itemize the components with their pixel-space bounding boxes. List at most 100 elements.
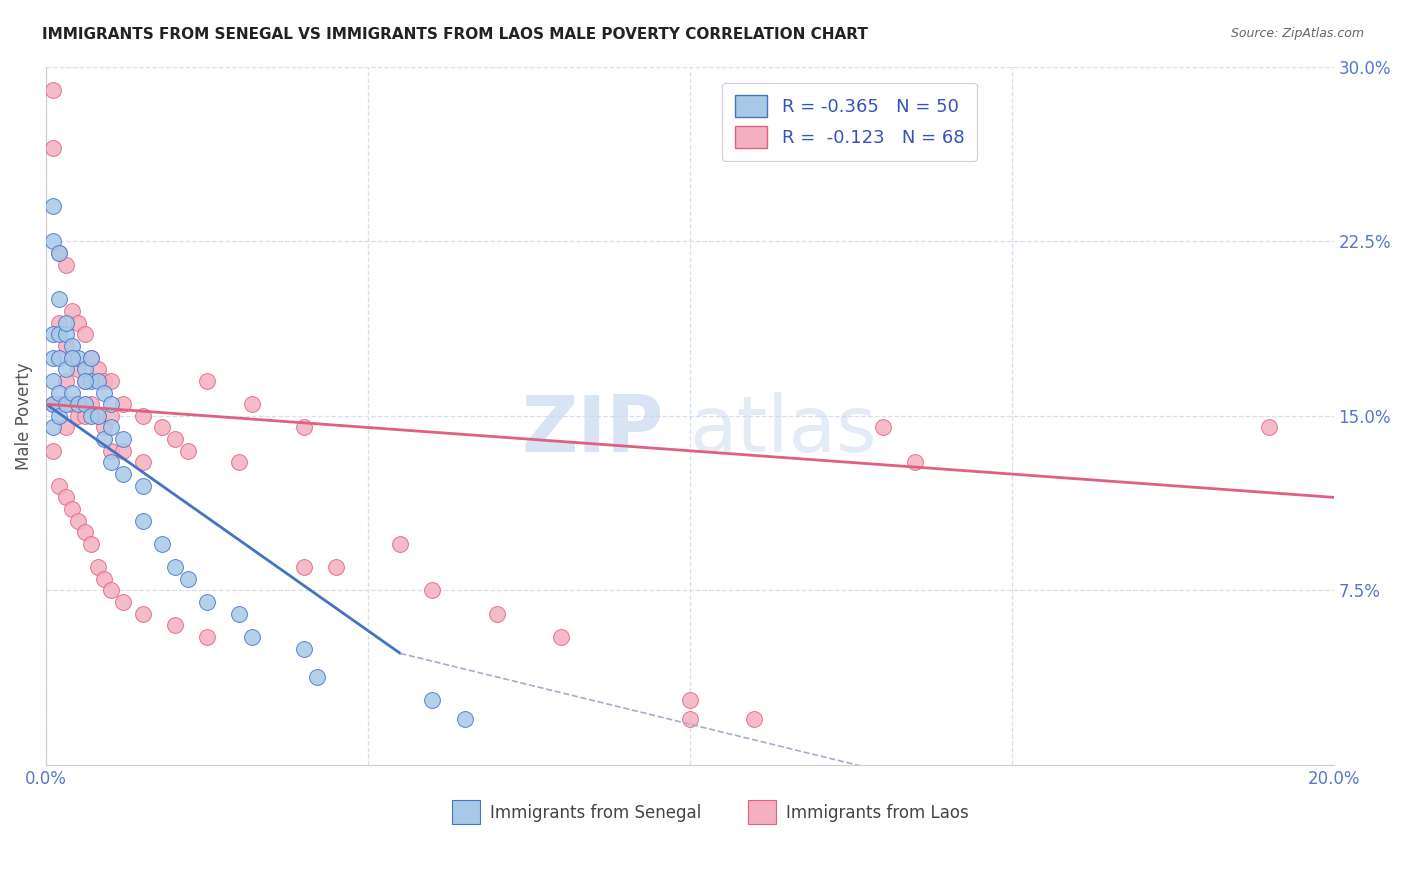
Point xyxy=(80,397,103,411)
Point xyxy=(93,385,115,400)
Point xyxy=(679,693,702,707)
Point xyxy=(60,304,83,318)
Point xyxy=(742,712,765,726)
Point xyxy=(67,409,90,423)
Point xyxy=(67,397,90,411)
Point xyxy=(48,479,70,493)
Point xyxy=(93,420,115,434)
Point xyxy=(73,374,96,388)
Point xyxy=(60,351,83,365)
Point xyxy=(422,583,444,598)
Point xyxy=(93,432,115,446)
Point xyxy=(195,595,218,609)
Point xyxy=(80,351,103,365)
Point xyxy=(60,385,83,400)
Point xyxy=(132,514,155,528)
Point xyxy=(55,362,77,376)
Point xyxy=(48,327,70,342)
Point xyxy=(60,339,83,353)
Point xyxy=(48,293,70,307)
Point xyxy=(112,443,135,458)
Point xyxy=(292,560,315,574)
Point xyxy=(60,397,83,411)
Point xyxy=(48,245,70,260)
Point xyxy=(132,409,155,423)
Point xyxy=(67,351,90,365)
Point xyxy=(228,455,250,469)
Point xyxy=(453,712,475,726)
Point xyxy=(73,409,96,423)
Point xyxy=(679,712,702,726)
Text: atlas: atlas xyxy=(690,392,877,467)
Point xyxy=(41,420,63,434)
Point xyxy=(422,693,444,707)
Point xyxy=(80,374,103,388)
Point xyxy=(41,397,63,411)
Point xyxy=(100,409,122,423)
Point xyxy=(132,455,155,469)
Point xyxy=(67,316,90,330)
Text: IMMIGRANTS FROM SENEGAL VS IMMIGRANTS FROM LAOS MALE POVERTY CORRELATION CHART: IMMIGRANTS FROM SENEGAL VS IMMIGRANTS FR… xyxy=(42,27,868,42)
Point xyxy=(112,467,135,481)
Point xyxy=(550,630,572,644)
Point xyxy=(48,351,70,365)
Point xyxy=(55,420,77,434)
Point xyxy=(163,560,186,574)
Point xyxy=(132,607,155,621)
Y-axis label: Male Poverty: Male Poverty xyxy=(15,362,32,470)
Point xyxy=(240,397,263,411)
Point xyxy=(55,327,77,342)
Point xyxy=(67,362,90,376)
Point xyxy=(872,420,894,434)
Point xyxy=(240,630,263,644)
Point xyxy=(67,514,90,528)
Point xyxy=(73,374,96,388)
Point xyxy=(904,455,927,469)
Point xyxy=(80,409,103,423)
Point xyxy=(100,583,122,598)
Point xyxy=(100,420,122,434)
Point xyxy=(80,351,103,365)
Point xyxy=(100,443,122,458)
Point xyxy=(195,630,218,644)
Point xyxy=(325,560,347,574)
Point xyxy=(86,409,108,423)
Point xyxy=(73,362,96,376)
Point xyxy=(150,537,173,551)
Point xyxy=(48,316,70,330)
Point xyxy=(55,374,77,388)
Point xyxy=(150,420,173,434)
Point xyxy=(86,560,108,574)
Point xyxy=(100,374,122,388)
Point xyxy=(41,397,63,411)
Point xyxy=(305,670,328,684)
Point xyxy=(41,83,63,97)
Point xyxy=(55,316,77,330)
Point xyxy=(86,409,108,423)
Point xyxy=(48,385,70,400)
Point xyxy=(41,327,63,342)
Point xyxy=(93,374,115,388)
Point xyxy=(100,455,122,469)
Point xyxy=(292,641,315,656)
Point xyxy=(73,397,96,411)
Point xyxy=(163,618,186,632)
Point xyxy=(100,397,122,411)
Point xyxy=(112,595,135,609)
Point xyxy=(41,351,63,365)
FancyBboxPatch shape xyxy=(748,800,776,824)
Point xyxy=(41,141,63,155)
Point xyxy=(73,327,96,342)
Point xyxy=(112,432,135,446)
Point xyxy=(55,258,77,272)
Point xyxy=(163,432,186,446)
Point xyxy=(48,245,70,260)
Point xyxy=(41,199,63,213)
Point xyxy=(80,537,103,551)
Point xyxy=(55,491,77,505)
Point xyxy=(112,397,135,411)
Point xyxy=(73,525,96,540)
Point xyxy=(93,572,115,586)
Point xyxy=(195,374,218,388)
Text: Immigrants from Senegal: Immigrants from Senegal xyxy=(491,804,702,822)
